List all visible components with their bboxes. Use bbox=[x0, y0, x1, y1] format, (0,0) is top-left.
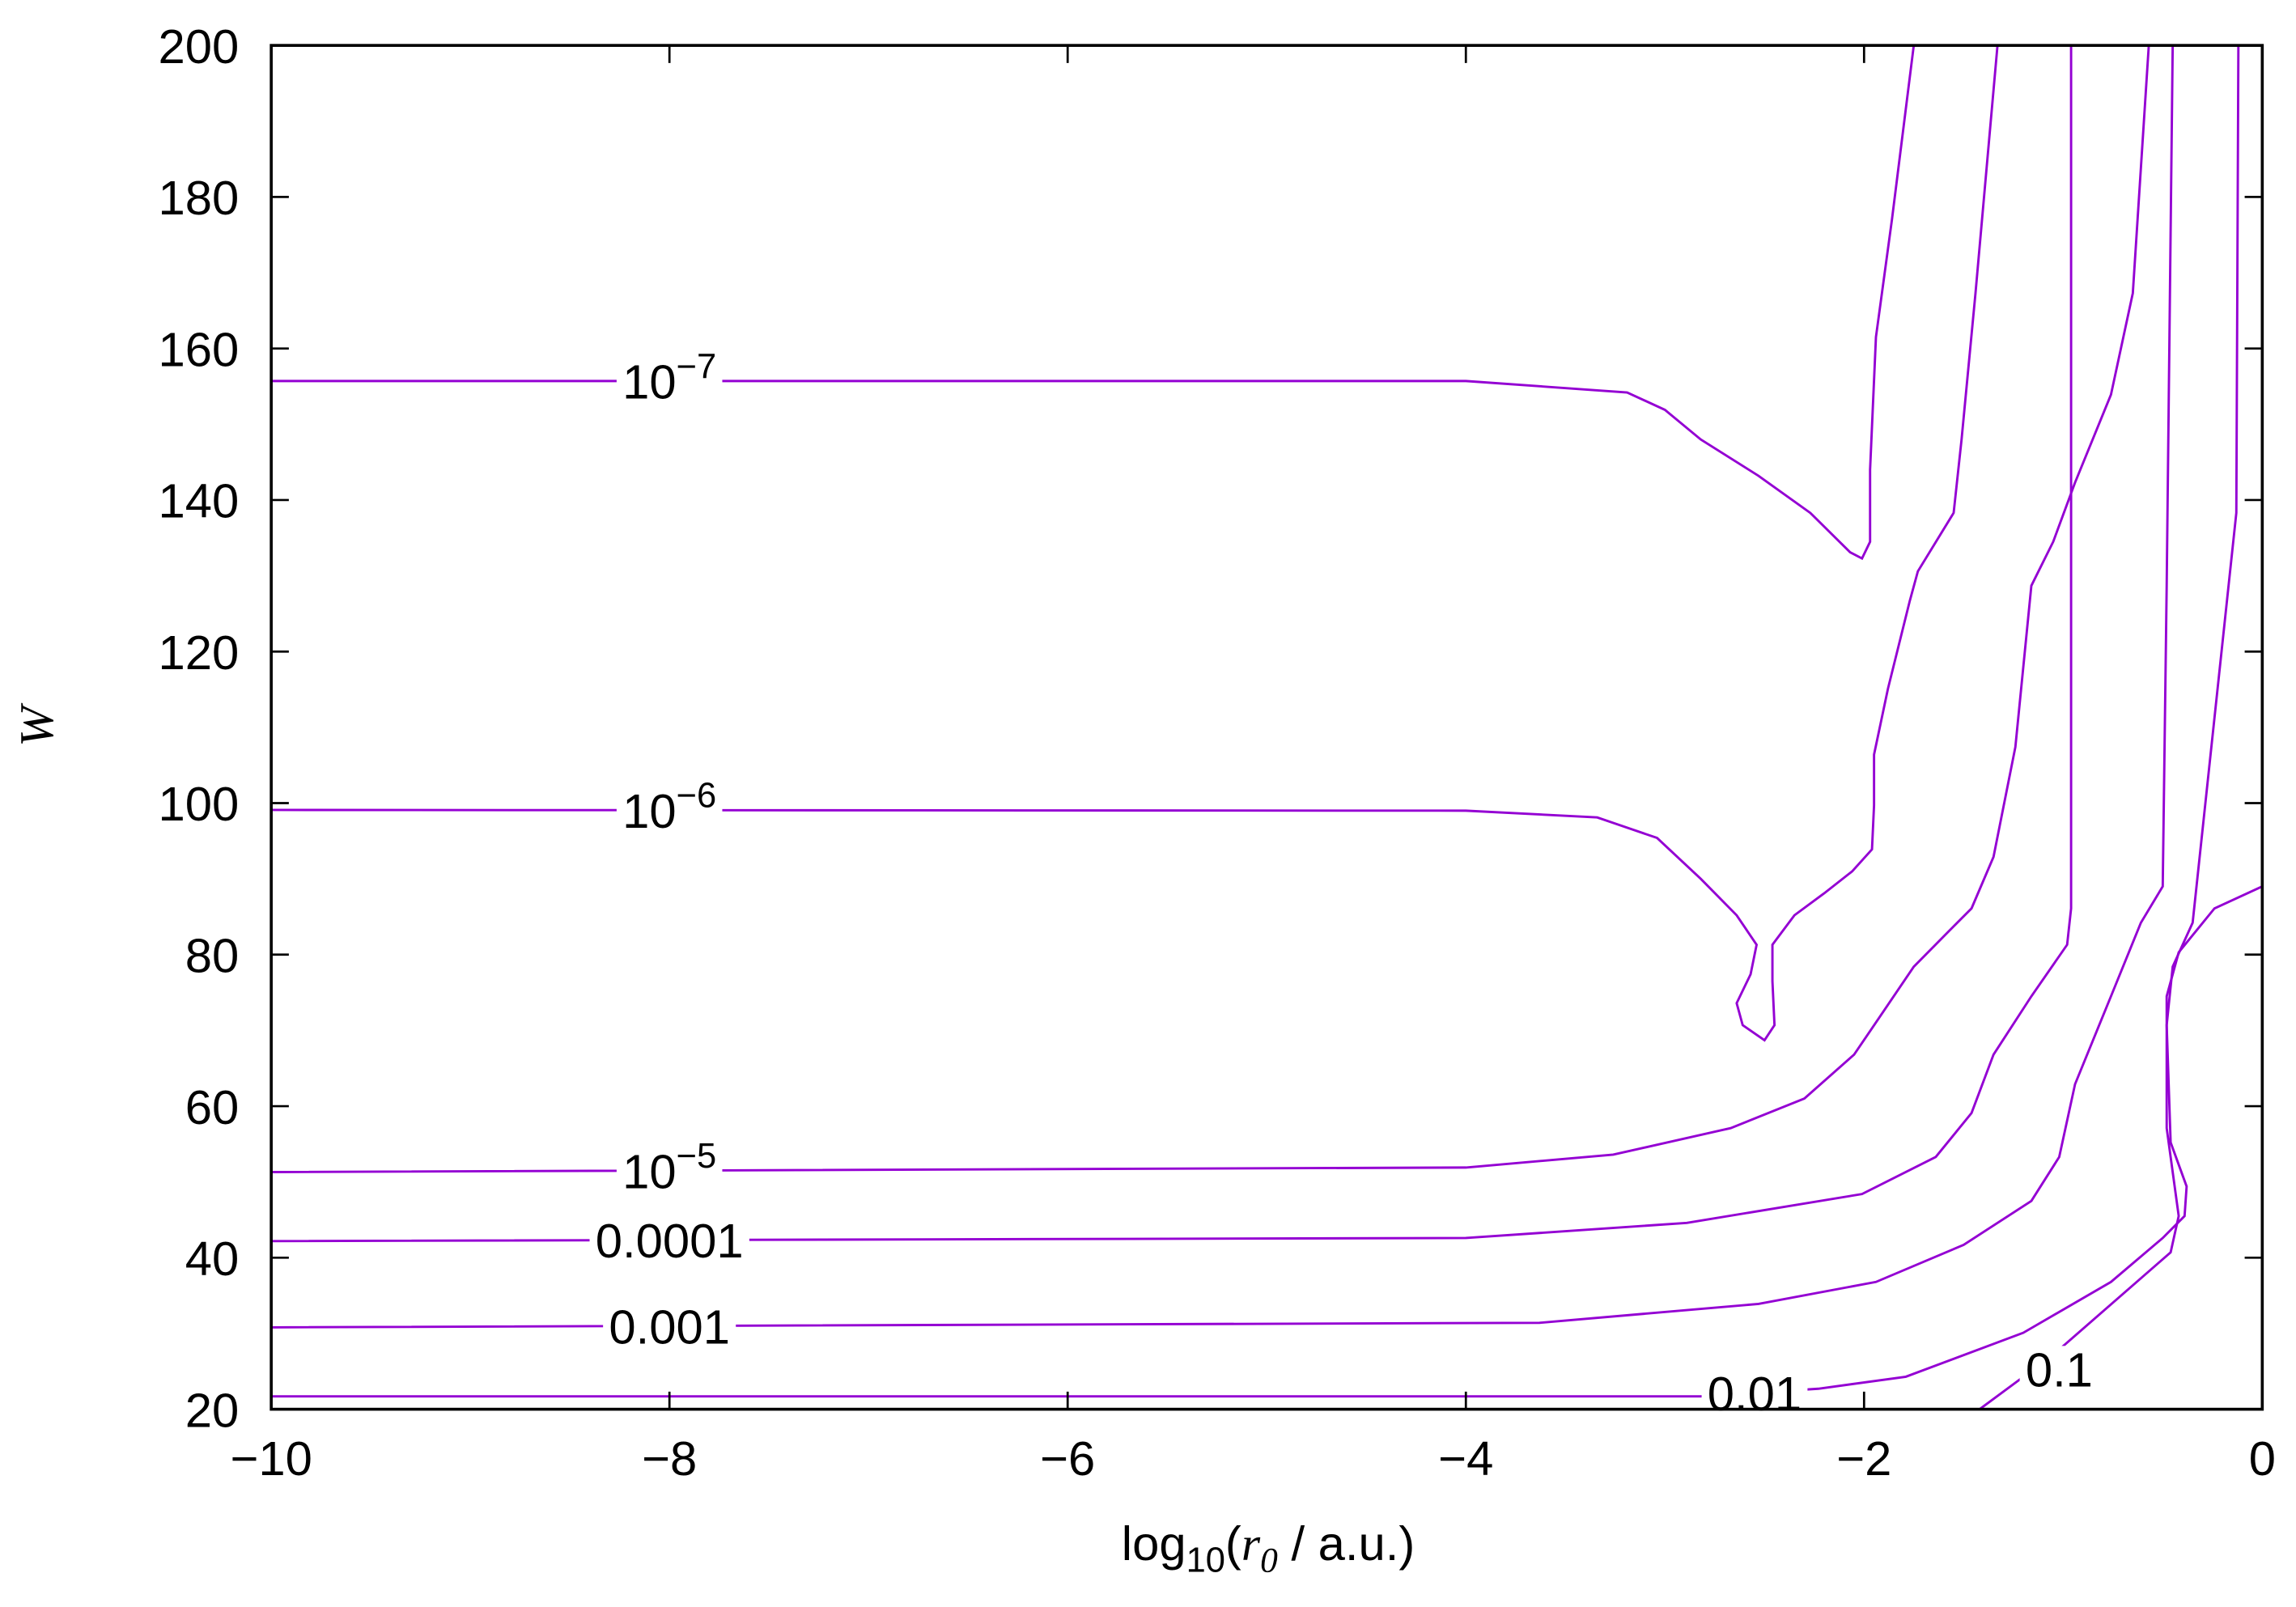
contour-line bbox=[271, 45, 1916, 561]
contour-label-text: 0.001 bbox=[609, 1300, 730, 1354]
y-tick-label: 120 bbox=[159, 625, 240, 680]
x-tick-label: −6 bbox=[1040, 1431, 1095, 1486]
x-label-part: r bbox=[1241, 1517, 1261, 1571]
x-label-part: log bbox=[1122, 1516, 1186, 1571]
label-background bbox=[616, 1139, 723, 1196]
contour-label-text: 0.01 bbox=[1708, 1367, 1802, 1421]
contour-line bbox=[271, 45, 2175, 1329]
contour-label-text: 10−6 bbox=[622, 777, 716, 838]
x-tick-label: −4 bbox=[1438, 1431, 1493, 1486]
x-tick-label: −8 bbox=[642, 1431, 697, 1486]
contour-label: 10−5 bbox=[616, 1137, 723, 1198]
x-tick-label: −10 bbox=[230, 1431, 312, 1486]
plot-area bbox=[271, 45, 2263, 1410]
axes: −10 −8 −6 −4 −2 0 20 40 60 80 100 120 140 160 180 200 bbox=[159, 19, 2276, 1486]
contour-line bbox=[271, 45, 2073, 1243]
y-tick-label: 20 bbox=[185, 1383, 239, 1437]
contour-label-text: 0.0001 bbox=[596, 1214, 744, 1268]
x-tick-label: 0 bbox=[2249, 1431, 2276, 1486]
contour-label: 0.001 bbox=[603, 1300, 736, 1354]
x-axis-label: log10(r0 / a.u.) bbox=[1122, 1516, 1415, 1579]
contour-line bbox=[271, 45, 2240, 1398]
y-tick-label: 60 bbox=[185, 1080, 239, 1134]
y-tick-label: 180 bbox=[159, 171, 240, 225]
y-tick-label: 100 bbox=[159, 777, 240, 831]
label-base: 10 bbox=[622, 784, 676, 838]
contour-label: 0.1 bbox=[2019, 1343, 2099, 1397]
contour-label: 10−6 bbox=[616, 777, 723, 838]
contour-label: 0.0001 bbox=[589, 1214, 749, 1268]
x-label-part: ( bbox=[1225, 1516, 1241, 1571]
label-exponent: −6 bbox=[677, 777, 717, 816]
y-tick-label: 80 bbox=[185, 929, 239, 983]
marks bbox=[271, 45, 2263, 1410]
y-tick-label: 140 bbox=[159, 474, 240, 528]
contour-line bbox=[271, 45, 1999, 1042]
contour-label-text: 10−7 bbox=[622, 347, 716, 409]
y-tick-label: 200 bbox=[159, 19, 240, 74]
label-exponent: −5 bbox=[677, 1137, 717, 1176]
x-tick-label: −2 bbox=[1836, 1431, 1891, 1486]
y-axis-label: W bbox=[10, 702, 63, 747]
contour-label: 0.01 bbox=[1701, 1367, 1808, 1421]
contour-label-text: 10−5 bbox=[622, 1137, 716, 1198]
plot-frame bbox=[269, 44, 2264, 1411]
x-label-part: / a.u.) bbox=[1278, 1516, 1415, 1571]
x-label-part: 10 bbox=[1186, 1541, 1225, 1580]
x-label-part: 0 bbox=[1260, 1541, 1278, 1580]
contour-line bbox=[271, 45, 2150, 1173]
label-exponent: −7 bbox=[677, 347, 717, 386]
label-base: 10 bbox=[622, 355, 676, 409]
label-background bbox=[589, 1216, 749, 1266]
label-background bbox=[603, 1303, 736, 1351]
label-background bbox=[616, 350, 723, 407]
y-tick-label: 160 bbox=[159, 322, 240, 376]
label-background bbox=[2019, 1346, 2099, 1395]
contour-line bbox=[1979, 885, 2263, 1410]
label-background bbox=[616, 779, 723, 836]
label-base: 10 bbox=[622, 1144, 676, 1198]
contour-label-text: 0.1 bbox=[2026, 1343, 2093, 1397]
y-tick-label: 40 bbox=[185, 1232, 239, 1286]
contour-label: 10−7 bbox=[616, 347, 723, 409]
